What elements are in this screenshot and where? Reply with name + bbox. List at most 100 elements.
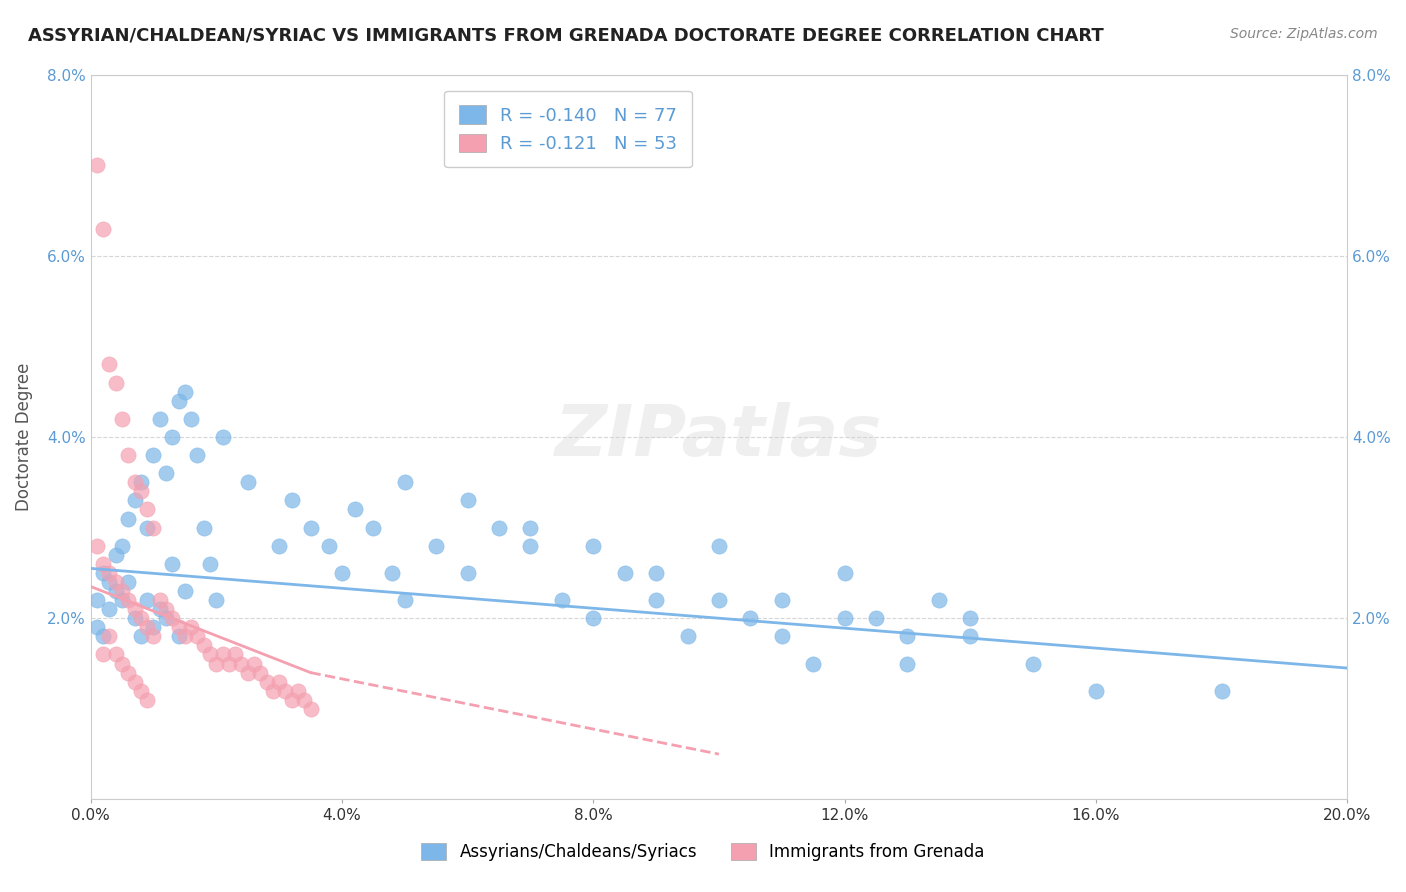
Point bbox=[111, 657, 134, 671]
Point bbox=[162, 430, 184, 444]
Point bbox=[1084, 683, 1107, 698]
Point bbox=[707, 593, 730, 607]
Point bbox=[91, 629, 114, 643]
Point bbox=[249, 665, 271, 680]
Point bbox=[193, 520, 215, 534]
Point bbox=[582, 539, 605, 553]
Point bbox=[142, 620, 165, 634]
Point bbox=[256, 674, 278, 689]
Point bbox=[457, 493, 479, 508]
Point bbox=[280, 693, 302, 707]
Point bbox=[740, 611, 762, 625]
Point bbox=[707, 539, 730, 553]
Point bbox=[124, 475, 146, 490]
Point bbox=[193, 639, 215, 653]
Point bbox=[117, 665, 139, 680]
Point bbox=[959, 629, 981, 643]
Point bbox=[91, 566, 114, 580]
Point bbox=[142, 448, 165, 462]
Point bbox=[86, 158, 108, 172]
Point bbox=[330, 566, 353, 580]
Point bbox=[136, 593, 159, 607]
Point bbox=[318, 539, 340, 553]
Point bbox=[211, 648, 233, 662]
Point bbox=[167, 629, 190, 643]
Point bbox=[299, 520, 322, 534]
Point bbox=[162, 611, 184, 625]
Point bbox=[111, 412, 134, 426]
Point bbox=[834, 566, 856, 580]
Point bbox=[91, 648, 114, 662]
Text: ZIPatlas: ZIPatlas bbox=[555, 402, 883, 472]
Point bbox=[262, 683, 284, 698]
Point bbox=[149, 593, 172, 607]
Point bbox=[117, 574, 139, 589]
Point bbox=[129, 683, 152, 698]
Point bbox=[142, 629, 165, 643]
Point bbox=[801, 657, 824, 671]
Point bbox=[205, 593, 228, 607]
Point bbox=[162, 557, 184, 571]
Point bbox=[236, 475, 259, 490]
Point bbox=[274, 683, 297, 698]
Point bbox=[155, 467, 177, 481]
Point bbox=[236, 665, 259, 680]
Point bbox=[224, 648, 246, 662]
Point bbox=[167, 620, 190, 634]
Point bbox=[124, 602, 146, 616]
Point bbox=[211, 430, 233, 444]
Point bbox=[86, 620, 108, 634]
Point bbox=[488, 520, 510, 534]
Point bbox=[98, 629, 121, 643]
Point bbox=[111, 593, 134, 607]
Point bbox=[645, 593, 668, 607]
Point bbox=[91, 221, 114, 235]
Point bbox=[124, 493, 146, 508]
Point bbox=[1211, 683, 1233, 698]
Point bbox=[86, 539, 108, 553]
Point bbox=[582, 611, 605, 625]
Point bbox=[129, 475, 152, 490]
Point bbox=[124, 611, 146, 625]
Point bbox=[519, 520, 541, 534]
Point bbox=[129, 629, 152, 643]
Point bbox=[167, 393, 190, 408]
Point bbox=[124, 674, 146, 689]
Point bbox=[425, 539, 447, 553]
Point bbox=[98, 602, 121, 616]
Point bbox=[136, 502, 159, 516]
Point bbox=[269, 674, 291, 689]
Point bbox=[104, 376, 127, 390]
Point bbox=[91, 557, 114, 571]
Point bbox=[394, 475, 416, 490]
Point bbox=[111, 584, 134, 599]
Point bbox=[519, 539, 541, 553]
Point bbox=[173, 629, 195, 643]
Point bbox=[111, 539, 134, 553]
Point bbox=[186, 448, 208, 462]
Point bbox=[98, 566, 121, 580]
Point bbox=[896, 629, 918, 643]
Point bbox=[149, 412, 172, 426]
Point bbox=[770, 629, 793, 643]
Point bbox=[287, 683, 309, 698]
Legend: R = -0.140   N = 77, R = -0.121   N = 53: R = -0.140 N = 77, R = -0.121 N = 53 bbox=[444, 91, 692, 168]
Legend: Assyrians/Chaldeans/Syriacs, Immigrants from Grenada: Assyrians/Chaldeans/Syriacs, Immigrants … bbox=[408, 830, 998, 875]
Point bbox=[343, 502, 366, 516]
Point bbox=[117, 448, 139, 462]
Point bbox=[865, 611, 887, 625]
Point bbox=[149, 602, 172, 616]
Point bbox=[136, 620, 159, 634]
Point bbox=[613, 566, 636, 580]
Point bbox=[155, 602, 177, 616]
Point bbox=[218, 657, 240, 671]
Point bbox=[142, 520, 165, 534]
Point bbox=[186, 629, 208, 643]
Point bbox=[198, 648, 221, 662]
Point bbox=[299, 702, 322, 716]
Point bbox=[198, 557, 221, 571]
Point bbox=[173, 384, 195, 399]
Point bbox=[98, 358, 121, 372]
Point bbox=[280, 493, 302, 508]
Point bbox=[457, 566, 479, 580]
